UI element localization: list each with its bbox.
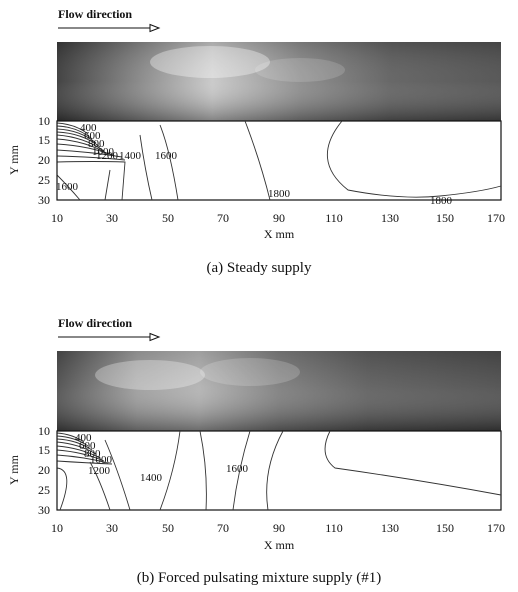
flow-direction-label: Flow direction	[58, 7, 132, 21]
contour-label: 600	[79, 440, 96, 452]
x-tick-label: 90	[273, 211, 285, 225]
contour-label: 1800	[430, 195, 453, 207]
x-tick-label: 150	[436, 211, 454, 225]
x-tick-label: 10	[51, 521, 63, 535]
contour-label: 1200	[88, 465, 111, 477]
contour-label: 400	[75, 432, 92, 444]
contour-label: 800	[88, 138, 105, 150]
contour-label: 400	[80, 122, 97, 134]
y-tick-label: 30	[38, 503, 50, 517]
contour-label: 1600	[155, 150, 178, 162]
x-tick-label: 70	[217, 211, 229, 225]
x-axis-label: X mm	[264, 227, 295, 241]
contour-labels: 400 600 800 1000 1200 1400 1600	[75, 432, 249, 484]
contour-plot	[56, 430, 502, 511]
x-tick-label: 150	[436, 521, 454, 535]
x-tick-label: 90	[273, 521, 285, 535]
y-tick-label: 10	[38, 114, 50, 128]
y-tick-label: 20	[38, 153, 50, 167]
x-tick-label: 110	[325, 211, 343, 225]
contour-label: 1400	[119, 150, 142, 162]
y-axis-label: Y mm	[7, 144, 21, 175]
flame-image	[57, 42, 501, 121]
x-tick-label: 50	[162, 211, 174, 225]
contour-label: 1200	[96, 150, 119, 162]
x-tick-label: 130	[381, 211, 399, 225]
x-tick-label: 70	[217, 521, 229, 535]
x-tick-label: 10	[51, 211, 63, 225]
contour-label: 1000	[92, 146, 115, 158]
x-tick-label: 170	[487, 211, 505, 225]
y-tick-label: 10	[38, 424, 50, 438]
x-axis: 10 30 50 70 90 110 130 150 170 X mm	[51, 521, 505, 552]
x-axis: 10 30 50 70 90 110 130 150 170 X mm	[51, 211, 505, 241]
contour-label: 1600	[56, 181, 79, 193]
y-axis-label: Y mm	[7, 454, 21, 485]
flame-image	[57, 351, 501, 431]
flow-direction-arrow-icon	[58, 23, 161, 33]
x-axis-label: X mm	[264, 538, 295, 552]
y-axis: 10 15 20 25 30 Y mm	[7, 424, 58, 517]
figure-caption: (b) Forced pulsating mixture supply (#1)	[137, 570, 382, 586]
panel-b: Flow direction	[7, 316, 505, 586]
contour-label: 1800	[268, 188, 291, 200]
contour-label: 1600	[226, 463, 249, 475]
x-tick-label: 30	[106, 211, 118, 225]
contour-label: 1000	[90, 454, 113, 466]
y-tick-label: 15	[38, 443, 50, 457]
x-tick-label: 50	[162, 521, 174, 535]
y-axis: 10 15 20 25 30 Y mm	[7, 114, 58, 207]
panel-a: Flow direction	[7, 7, 505, 276]
y-tick-label: 20	[38, 463, 50, 477]
contour-label: 1400	[140, 472, 163, 484]
contour-label: 800	[84, 448, 101, 460]
contour-labels: 400 600 800 1000 1200 1400 1600 1600 180…	[56, 122, 453, 207]
y-tick-label: 25	[38, 483, 50, 497]
y-tick-label: 15	[38, 133, 50, 147]
y-tick-label: 30	[38, 193, 50, 207]
contour-label: 600	[84, 130, 101, 142]
flow-direction-label: Flow direction	[58, 316, 132, 330]
x-tick-label: 130	[381, 521, 399, 535]
x-tick-label: 30	[106, 521, 118, 535]
x-tick-label: 170	[487, 521, 505, 535]
y-tick-label: 25	[38, 173, 50, 187]
x-tick-label: 110	[325, 521, 343, 535]
figure-caption: (a) Steady supply	[207, 260, 312, 276]
flow-direction-arrow-icon	[58, 332, 161, 342]
